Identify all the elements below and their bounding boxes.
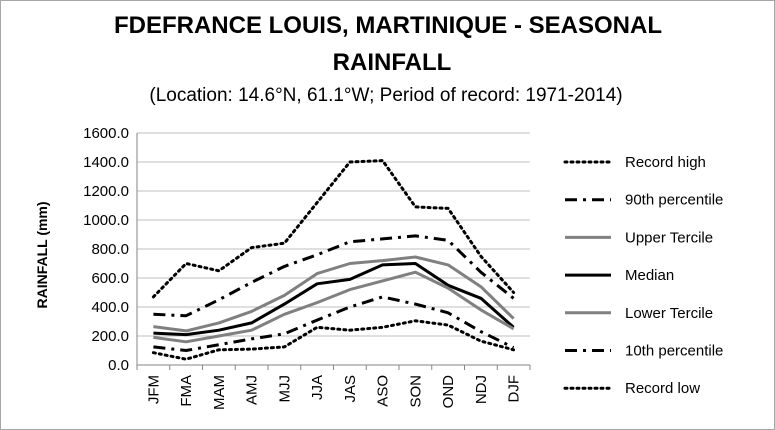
series-line-10th-percentile [153,295,515,352]
series-line-median [153,262,515,337]
x-tick-label: MAM [211,375,228,410]
x-tick-label: DJF [506,375,523,403]
series-lines [151,159,516,361]
x-tick-label: FMA [178,375,195,407]
y-tick-label: 600.0 [91,270,129,287]
series-line-record-low [151,319,516,361]
x-tick-label: ASO [375,375,392,407]
y-tick-label: 400.0 [91,299,129,316]
series-line-lower-tercile [153,270,515,344]
y-tick-label: 1400.0 [83,154,129,171]
legend-label: 90th percentile [625,192,723,209]
x-tick-label: MJJ [276,375,293,403]
y-tick-label: 200.0 [91,328,129,345]
x-tick-label: NDJ [473,375,490,404]
x-tick-label: JJA [309,375,326,400]
x-tick-label: JFM [145,375,162,404]
x-tick-label: AMJ [244,375,261,405]
chart-title-line2: RAINFALL [333,49,452,76]
legend-label: Median [625,267,674,284]
axes: 0.0 200.0 400.0 600.0 800.0 1000.0 1200.0 1400.… [83,125,531,410]
legend-label: Record low [625,380,700,397]
y-tick-label: 1200.0 [83,183,129,200]
legend: Record high 90th percentile Upper Tercile M… [563,154,723,397]
y-tick-label: 800.0 [91,241,129,258]
y-tick-label: 1600.0 [83,125,129,142]
y-axis-label: RAINFALL (mm) [34,201,50,308]
legend-label: Record high [625,154,706,171]
series-line-record-high [151,159,516,299]
x-tick-label: JAS [342,375,359,403]
x-tick-label: OND [440,375,457,409]
chart-title-line1: FDEFRANCE LOUIS, MARTINIQUE - SEASONAL [114,12,662,39]
legend-label: Lower Tercile [625,305,713,322]
y-tick-label: 1000.0 [83,212,129,229]
grid-lines [137,132,530,337]
legend-label: Upper Tercile [625,229,713,246]
legend-label: 10th percentile [625,343,723,360]
series-line-90th-percentile [153,234,515,318]
series-line-upper-tercile [153,255,515,333]
chart-subtitle: (Location: 14.6°N, 61.1°W; Period of rec… [149,85,622,106]
y-tick-label: 0.0 [108,357,129,374]
x-tick-label: SON [407,375,424,408]
